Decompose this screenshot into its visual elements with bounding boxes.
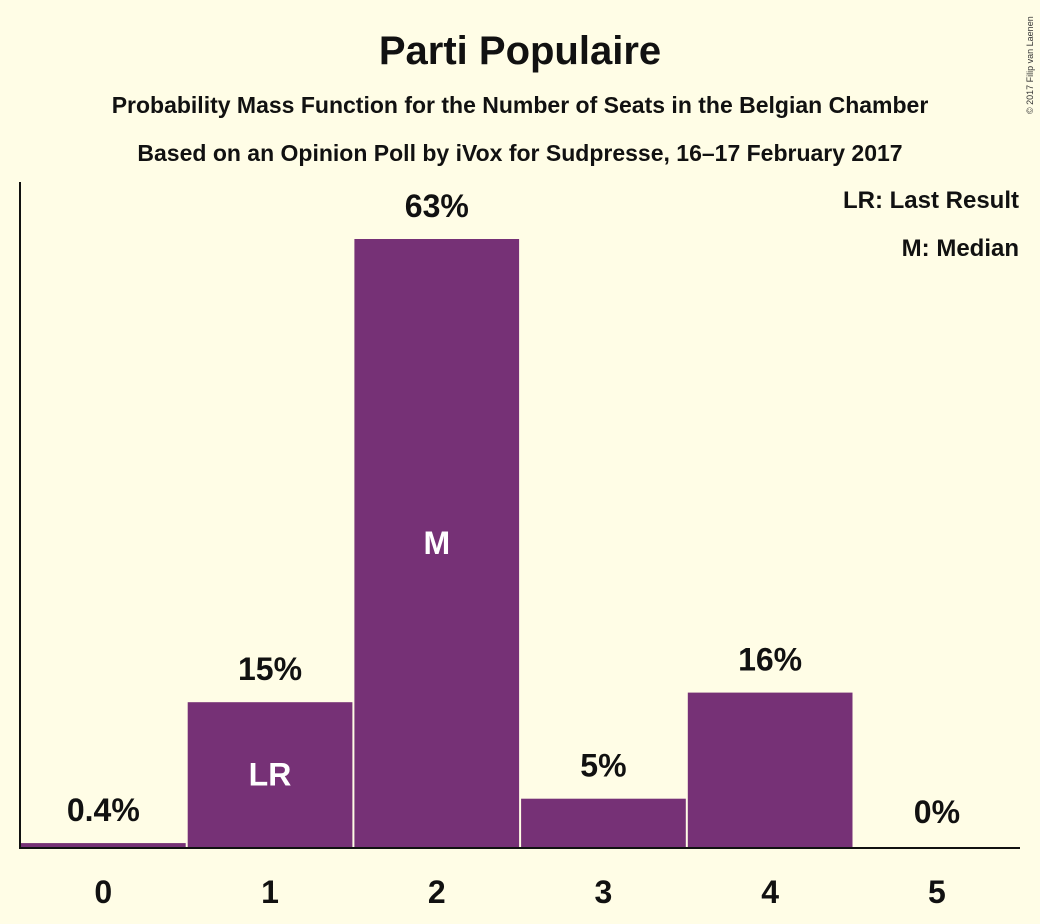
x-tick-label-2: 2 — [428, 874, 446, 910]
value-label-4: 16% — [738, 642, 802, 678]
bar-4 — [687, 692, 853, 847]
x-tick-label-1: 1 — [261, 874, 279, 910]
legend-entry-median: M: Median — [902, 235, 1019, 262]
bar-3 — [521, 798, 686, 847]
legend-entry-last-result: LR: Last Result — [843, 187, 1019, 214]
bar-2 — [354, 239, 520, 847]
bar-1 — [187, 702, 353, 847]
value-label-3: 5% — [580, 748, 626, 784]
labels-group: 0.4% 0 15% LR 1 63% M 2 5% 3 16% 4 0% 5 — [67, 188, 960, 910]
chart-subtitle-2: Based on an Opinion Poll by iVox for Sud… — [137, 140, 902, 166]
x-tick-label-0: 0 — [94, 874, 112, 910]
copyright-note: © 2017 Filip van Laenen — [1025, 16, 1035, 114]
value-label-5: 0% — [914, 794, 960, 830]
bar-0 — [21, 843, 186, 847]
value-label-1: 15% — [238, 651, 302, 687]
bars-group — [21, 239, 853, 847]
bar-annotation-m: M — [423, 525, 450, 561]
bar-annotation-lr: LR — [249, 757, 292, 793]
value-label-0: 0.4% — [67, 792, 140, 828]
chart-subtitle: Probability Mass Function for the Number… — [112, 92, 929, 118]
x-tick-label-4: 4 — [761, 874, 779, 910]
chart-title: Parti Populaire — [379, 29, 661, 73]
x-tick-label-5: 5 — [928, 874, 946, 910]
value-label-2: 63% — [405, 188, 469, 224]
x-tick-label-3: 3 — [595, 874, 613, 910]
